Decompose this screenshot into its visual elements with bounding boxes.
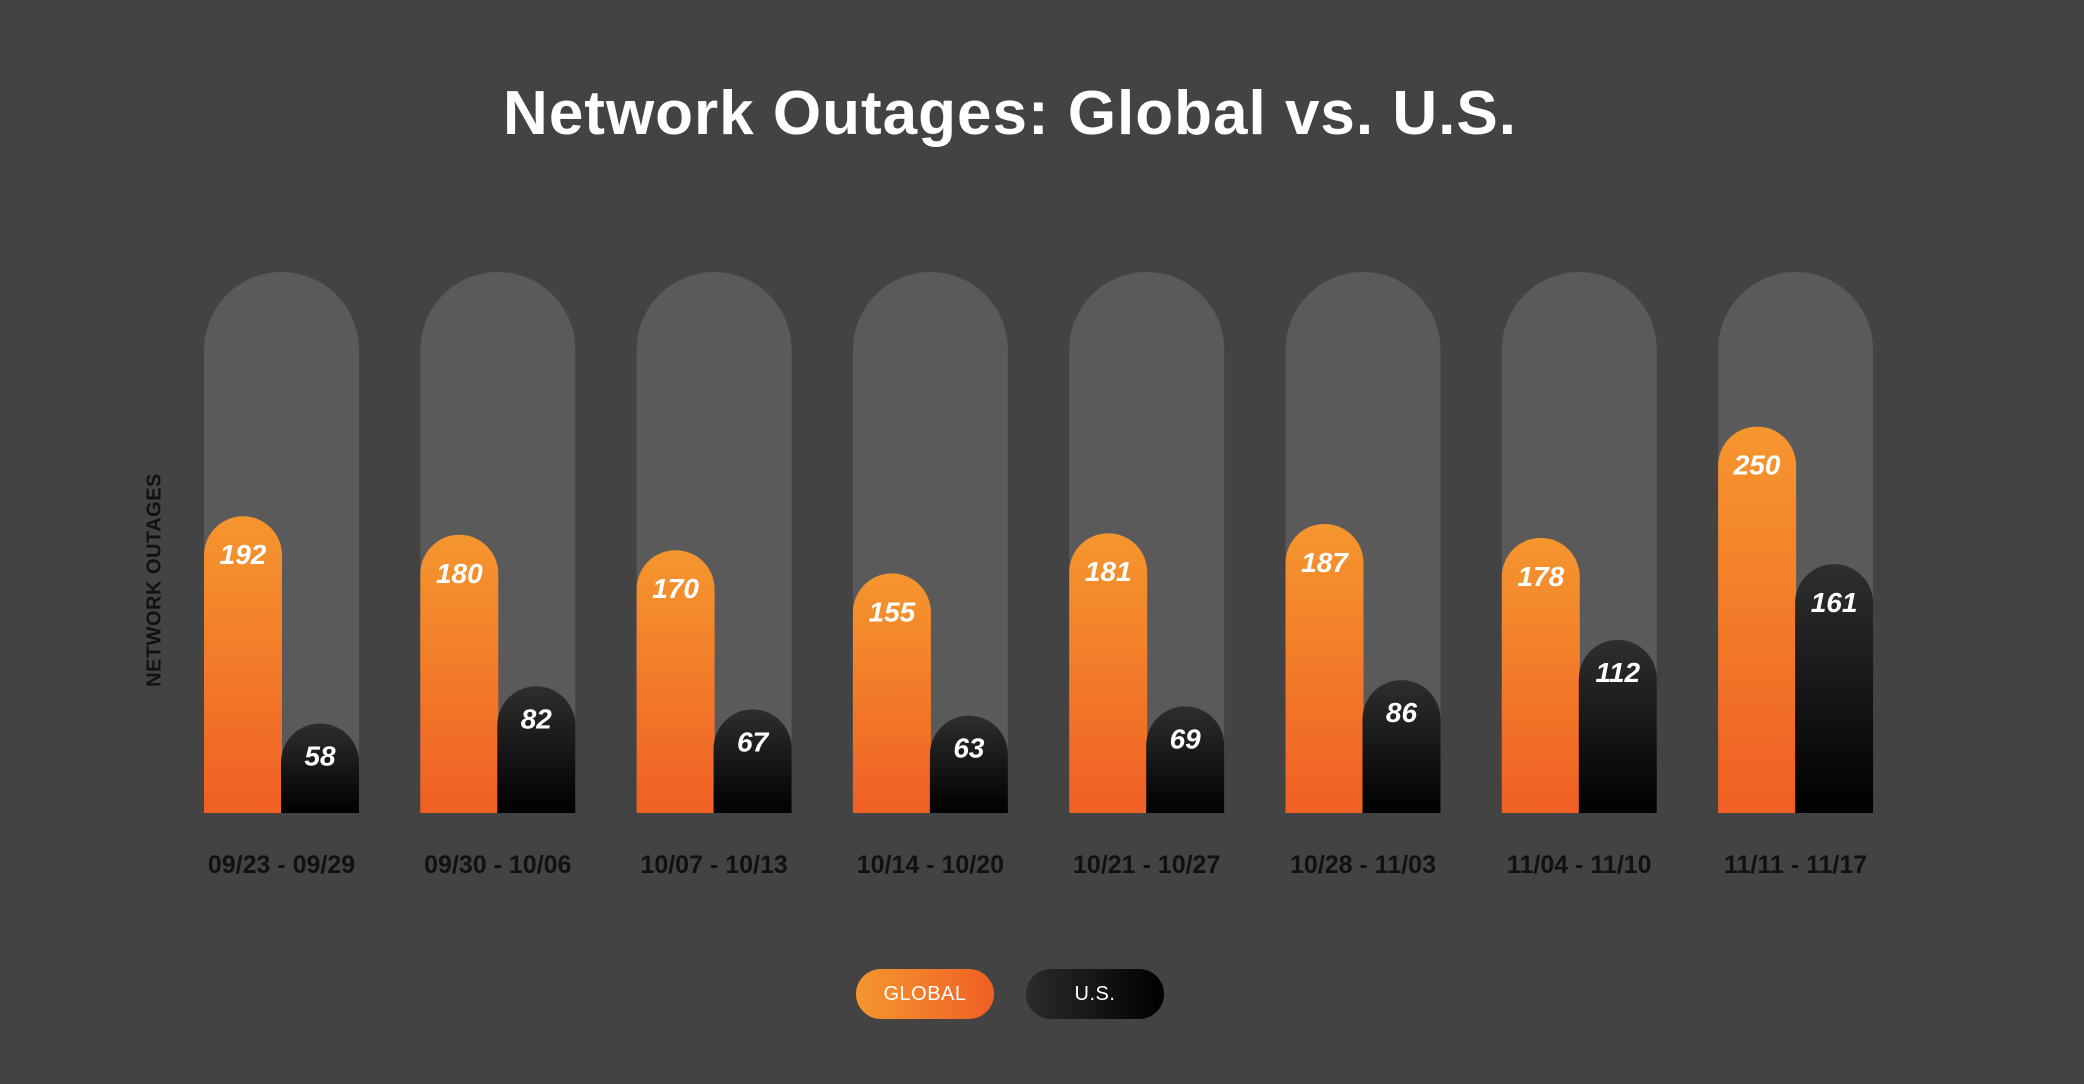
bar-us	[1362, 680, 1441, 813]
bar-global	[420, 534, 499, 813]
x-tick-label: 10/07 - 10/13	[640, 851, 787, 879]
bar-global	[1718, 426, 1797, 813]
data-label-global: 178	[1517, 561, 1564, 592]
data-label-global: 192	[220, 539, 267, 570]
bar-global	[1285, 523, 1364, 813]
data-label-us: 58	[304, 740, 336, 771]
data-label-us: 69	[1170, 723, 1202, 754]
data-label-global: 155	[869, 596, 916, 627]
bar-global	[1069, 533, 1148, 813]
bar-us	[1795, 564, 1874, 813]
data-label-us: 67	[737, 726, 770, 757]
data-label-us: 63	[953, 733, 985, 764]
bar-global	[636, 550, 715, 813]
x-tick-label: 10/21 - 10/27	[1073, 851, 1220, 879]
bar-us	[497, 686, 576, 813]
bar-us	[1578, 639, 1657, 813]
data-label-global: 170	[652, 573, 699, 604]
bar-us	[1146, 706, 1225, 813]
data-label-us: 82	[521, 703, 553, 734]
legend-global: GLOBAL	[856, 969, 994, 1019]
x-tick-label: 09/23 - 09/29	[208, 851, 355, 879]
data-label-us: 112	[1595, 657, 1640, 688]
x-tick-label: 11/11 - 11/17	[1724, 851, 1867, 879]
bar-global	[852, 573, 931, 813]
x-tick-label: 10/28 - 11/03	[1290, 851, 1436, 879]
data-label-global: 181	[1085, 556, 1132, 587]
data-label-global: 187	[1301, 547, 1349, 578]
data-label-us: 161	[1811, 587, 1858, 618]
x-tick-label: 10/14 - 10/20	[857, 851, 1004, 879]
x-tick-label: 11/04 - 11/10	[1507, 851, 1652, 879]
data-label-us: 86	[1386, 697, 1418, 728]
chart-title: Network Outages: Global vs. U.S.	[503, 79, 1517, 148]
bar-global	[1501, 537, 1580, 813]
legend-us: U.S.	[1026, 969, 1164, 1019]
data-label-global: 250	[1733, 450, 1781, 481]
bar-global	[204, 516, 282, 813]
bar-us	[929, 715, 1008, 813]
data-label-global: 180	[436, 558, 483, 589]
bar-us	[713, 709, 792, 813]
bar-us	[281, 723, 359, 813]
x-tick-label: 09/30 - 10/06	[424, 851, 571, 879]
